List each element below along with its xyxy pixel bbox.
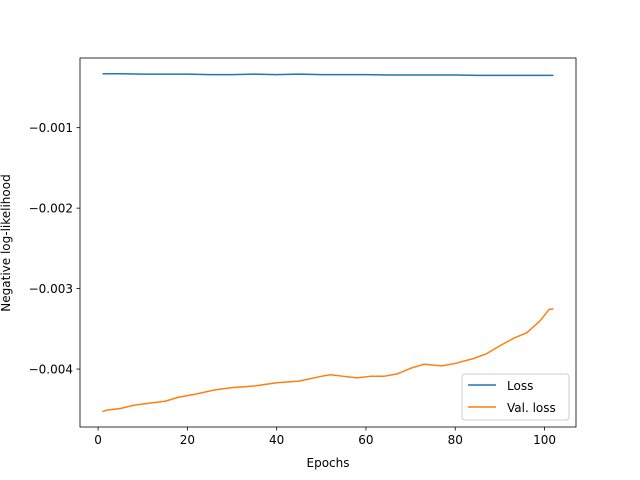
- y-axis: −0.001 −0.002 −0.003 −0.004: [29, 121, 80, 377]
- x-axis: 0 20 40 60 80 100: [94, 427, 556, 447]
- x-tick-label: 100: [533, 433, 556, 447]
- y-tick-label: −0.004: [29, 363, 73, 377]
- x-tick-label: 60: [358, 433, 373, 447]
- y-tick-label: −0.003: [29, 282, 73, 296]
- y-tick-label: −0.001: [29, 121, 73, 135]
- x-tick-label: 40: [269, 433, 284, 447]
- x-tick-label: 80: [448, 433, 463, 447]
- series-line-val-loss: [102, 307, 554, 413]
- x-axis-label: Epochs: [307, 456, 350, 470]
- series-line-loss: [102, 73, 554, 77]
- x-tick-label: 0: [94, 433, 102, 447]
- y-tick-label: −0.002: [29, 202, 73, 216]
- plot-frame: [79, 57, 577, 428]
- legend-label-val-loss: Val. loss: [507, 401, 556, 415]
- series-layer: [102, 73, 554, 413]
- legend: Loss Val. loss: [461, 373, 570, 421]
- x-tick-label: 20: [180, 433, 195, 447]
- y-axis-label: Negative log-likelihood: [0, 174, 13, 311]
- legend-label-loss: Loss: [507, 379, 533, 393]
